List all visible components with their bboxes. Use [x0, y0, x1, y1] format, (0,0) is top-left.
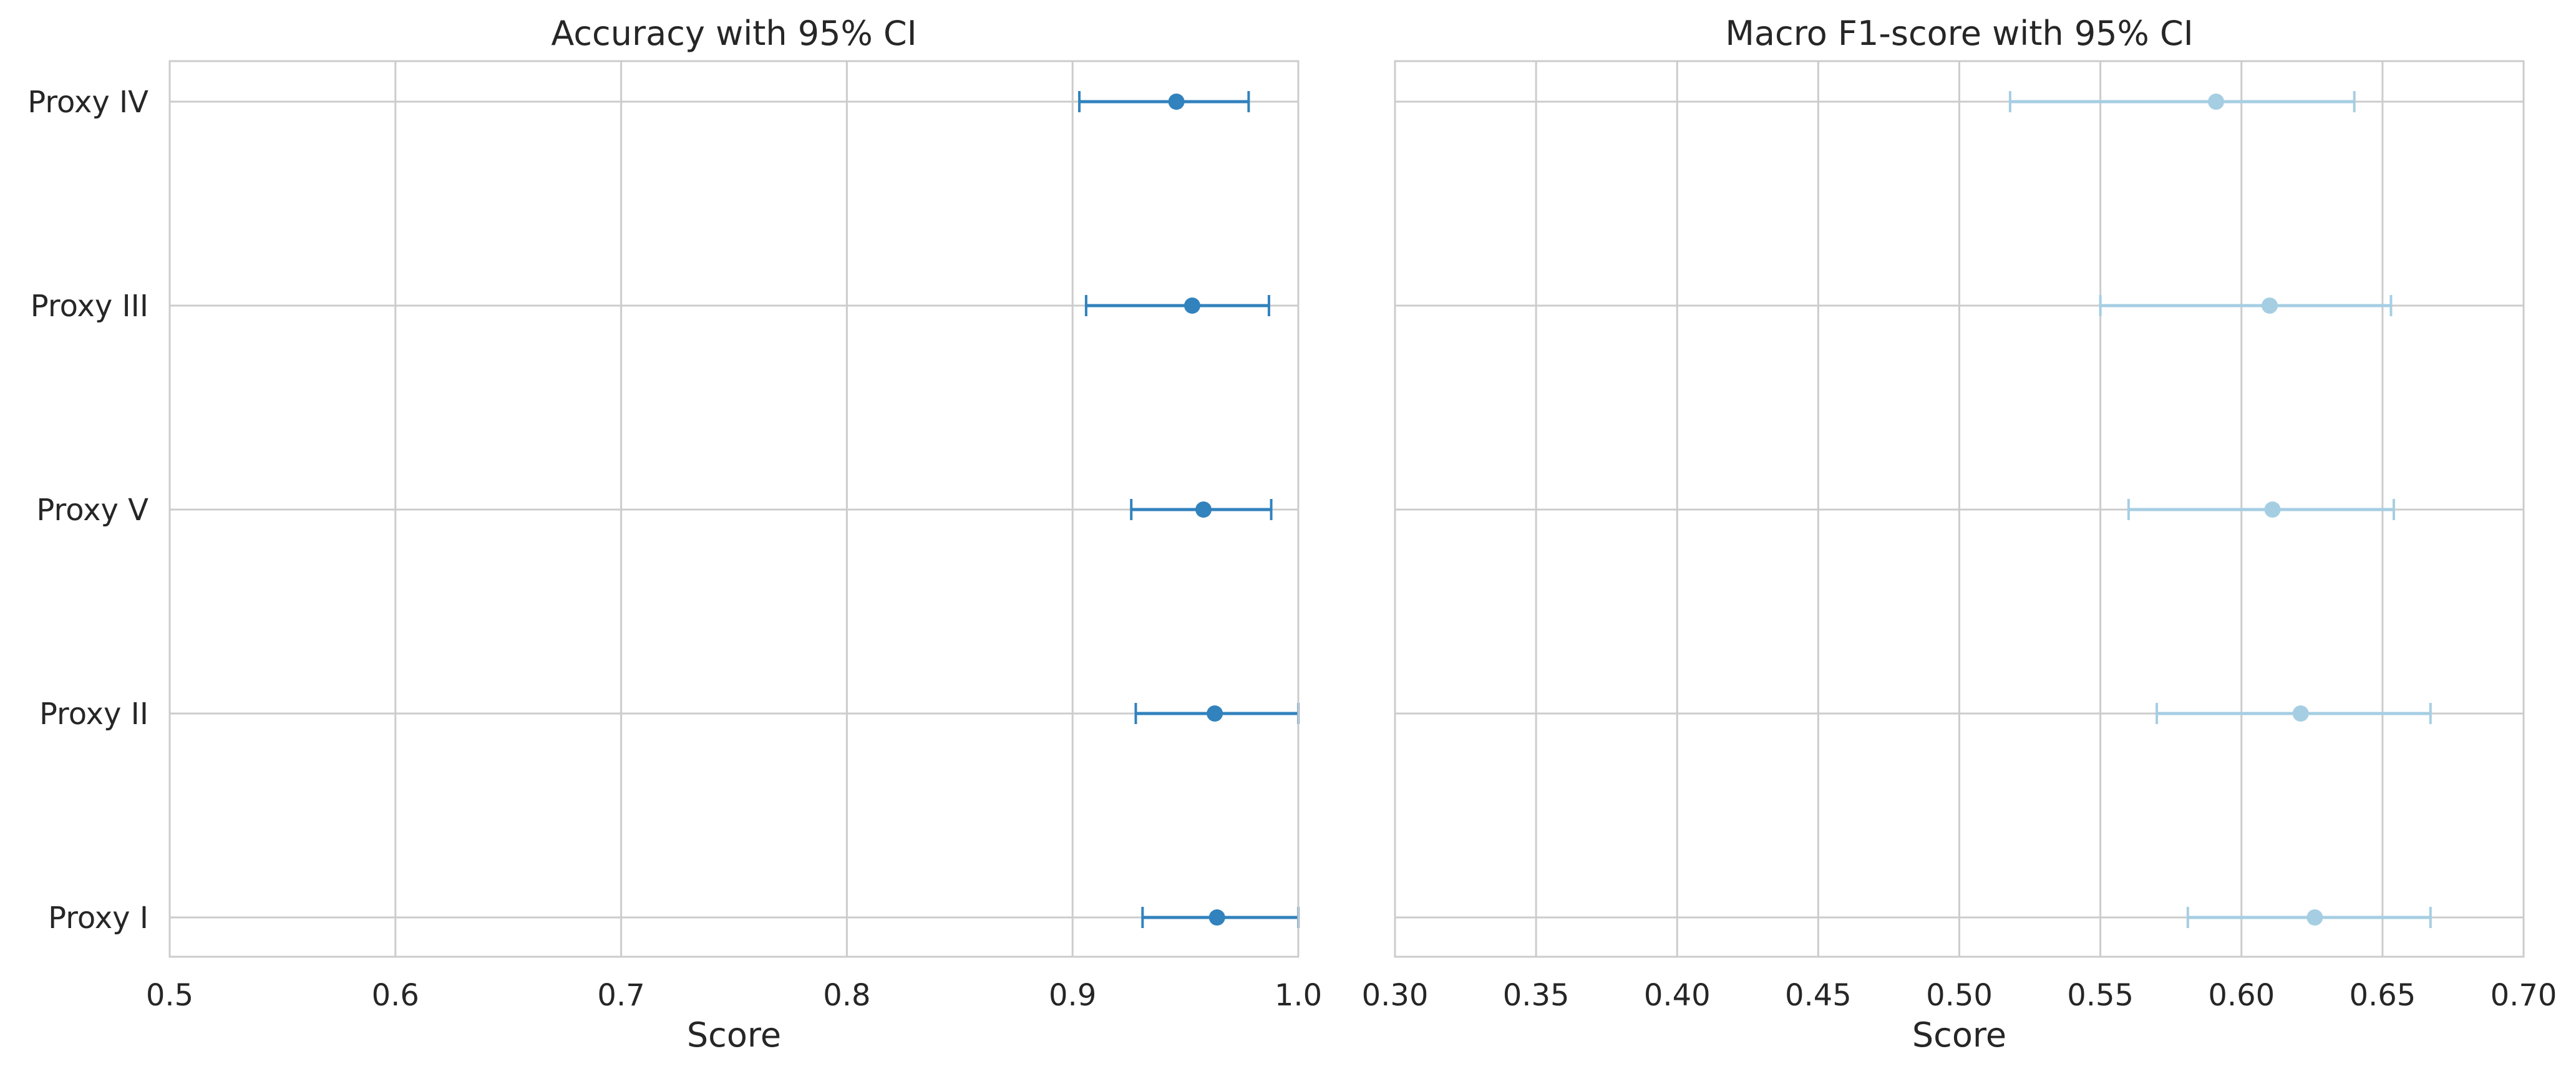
accuracy-panel: Accuracy with 95% CI 0.5 0.6 0.7 0.8 0.9 1.0 … — [27, 14, 1322, 1055]
data-point — [1195, 501, 1212, 518]
macro-f1-title: Macro F1-score with 95% CI — [1725, 14, 2193, 53]
macro-f1-plot-frame — [1394, 60, 2525, 958]
x-tick-label: 0.45 — [1785, 978, 1852, 1013]
x-tick-label: 1.0 — [1275, 978, 1322, 1013]
data-point — [1207, 705, 1223, 722]
x-tick-label: 0.6 — [372, 978, 419, 1013]
x-tick-label: 0.50 — [1926, 978, 1993, 1013]
category-label: Proxy II — [39, 697, 148, 732]
macro-f1-x-label: Score — [1912, 1015, 2006, 1055]
x-tick-label: 0.55 — [2067, 978, 2134, 1013]
x-tick-label: 0.65 — [2349, 978, 2416, 1013]
x-tick-label: 0.40 — [1644, 978, 1711, 1013]
data-point — [1168, 94, 1185, 110]
x-tick-label: 0.70 — [2491, 978, 2557, 1013]
category-label: Proxy IV — [27, 85, 148, 120]
data-point — [2261, 298, 2278, 314]
data-point — [1208, 909, 1225, 926]
category-label: Proxy III — [31, 289, 148, 324]
x-tick-label: 0.5 — [146, 978, 193, 1013]
x-tick-label: 0.30 — [1362, 978, 1429, 1013]
accuracy-marks — [1078, 91, 1300, 928]
category-label: Proxy I — [48, 901, 148, 936]
x-tick-label: 0.8 — [823, 978, 870, 1013]
data-point — [2306, 909, 2323, 926]
accuracy-plot-frame — [168, 60, 1300, 958]
accuracy-x-label: Score — [687, 1015, 781, 1055]
macro-f1-marks — [2008, 91, 2432, 928]
x-tick-label: 0.9 — [1049, 978, 1096, 1013]
x-tick-label: 0.60 — [2208, 978, 2275, 1013]
accuracy-title: Accuracy with 95% CI — [551, 14, 916, 53]
accuracy-grid — [168, 61, 1300, 957]
accuracy-x-ticks: 0.5 0.6 0.7 0.8 0.9 1.0 — [146, 978, 1322, 1013]
accuracy-category-labels: Proxy IV Proxy III Proxy V Proxy II Proxy I — [27, 85, 148, 936]
macro-f1-x-ticks: 0.30 0.35 0.40 0.45 0.50 0.55 0.60 0.65 0.70 — [1362, 978, 2557, 1013]
x-tick-label: 0.35 — [1503, 978, 1570, 1013]
category-label: Proxy V — [36, 493, 148, 528]
macro-f1-panel: Macro F1-score with 95% CI 0.30 0.35 0.40 0… — [1362, 14, 2557, 1055]
data-point — [2264, 501, 2281, 518]
data-point — [2208, 94, 2225, 110]
data-point — [1184, 298, 1200, 314]
x-tick-label: 0.7 — [597, 978, 644, 1013]
data-point — [2292, 705, 2309, 722]
